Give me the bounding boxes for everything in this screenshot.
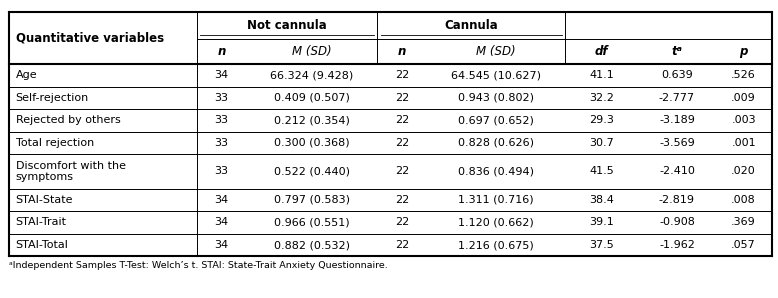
Text: 0.697 (0.652): 0.697 (0.652) [457,115,534,125]
Text: 0.943 (0.802): 0.943 (0.802) [457,93,534,103]
Text: -2.410: -2.410 [659,167,695,176]
Text: 0.409 (0.507): 0.409 (0.507) [274,93,349,103]
Text: 39.1: 39.1 [590,218,614,227]
Text: 29.3: 29.3 [590,115,615,125]
Text: 0.522 (0.440): 0.522 (0.440) [274,167,349,176]
Text: 0.828 (0.626): 0.828 (0.626) [457,138,534,148]
Text: -0.908: -0.908 [659,218,695,227]
Text: 22: 22 [394,115,409,125]
Text: 41.1: 41.1 [590,70,614,80]
Text: 34: 34 [215,195,229,205]
Text: 22: 22 [394,167,409,176]
Text: -3.189: -3.189 [659,115,695,125]
Text: p: p [739,45,748,58]
Text: .001: .001 [731,138,756,148]
Text: .526: .526 [731,70,756,80]
Text: Not cannula: Not cannula [247,19,327,32]
Text: 0.882 (0.532): 0.882 (0.532) [274,240,349,250]
Text: 38.4: 38.4 [590,195,615,205]
Text: 34: 34 [215,240,229,250]
Text: .003: .003 [731,115,756,125]
Text: Rejected by others: Rejected by others [16,115,121,125]
Text: 22: 22 [394,93,409,103]
Text: Self-rejection: Self-rejection [16,93,89,103]
Text: 22: 22 [394,138,409,148]
Text: M (SD): M (SD) [292,45,331,58]
Text: Quantitative variables: Quantitative variables [16,32,163,44]
Text: df: df [595,45,608,58]
Text: 33: 33 [215,138,229,148]
Text: STAI-Total: STAI-Total [16,240,68,250]
Text: 33: 33 [215,115,229,125]
Text: STAI-State: STAI-State [16,195,73,205]
Text: 64.545 (10.627): 64.545 (10.627) [450,70,541,80]
Text: 37.5: 37.5 [590,240,614,250]
Text: 0.639: 0.639 [661,70,693,80]
Text: 0.300 (0.368): 0.300 (0.368) [274,138,349,148]
Text: 41.5: 41.5 [590,167,614,176]
Text: 1.216 (0.675): 1.216 (0.675) [457,240,534,250]
Text: 22: 22 [394,195,409,205]
Text: 0.797 (0.583): 0.797 (0.583) [274,195,349,205]
Text: 1.311 (0.716): 1.311 (0.716) [458,195,534,205]
Text: Discomfort with the
symptoms: Discomfort with the symptoms [16,161,125,182]
Text: .008: .008 [731,195,756,205]
Text: Cannula: Cannula [444,19,498,32]
Text: STAI-Trait: STAI-Trait [16,218,67,227]
Text: 34: 34 [215,218,229,227]
Text: 33: 33 [215,167,229,176]
Text: 34: 34 [215,70,229,80]
Text: tᵃ: tᵃ [671,45,682,58]
Text: 22: 22 [394,218,409,227]
Text: 0.966 (0.551): 0.966 (0.551) [274,218,349,227]
Text: n: n [217,45,226,58]
Text: 1.120 (0.662): 1.120 (0.662) [457,218,534,227]
Text: .369: .369 [731,218,756,227]
Text: Age: Age [16,70,37,80]
Text: 33: 33 [215,93,229,103]
Text: 22: 22 [394,240,409,250]
Text: -3.569: -3.569 [659,138,695,148]
Text: 0.836 (0.494): 0.836 (0.494) [457,167,534,176]
Text: 30.7: 30.7 [590,138,614,148]
Text: .009: .009 [731,93,756,103]
Text: n: n [398,45,406,58]
Text: ᵃIndependent Samples T-Test: Welch’s t. STAI: State-Trait Anxiety Questionnaire.: ᵃIndependent Samples T-Test: Welch’s t. … [9,261,388,270]
Text: 32.2: 32.2 [590,93,615,103]
Text: 66.324 (9.428): 66.324 (9.428) [270,70,353,80]
Text: -2.819: -2.819 [659,195,695,205]
Text: .057: .057 [731,240,756,250]
Text: 0.212 (0.354): 0.212 (0.354) [274,115,349,125]
Text: 22: 22 [394,70,409,80]
Text: .020: .020 [731,167,756,176]
Text: -2.777: -2.777 [659,93,695,103]
Text: Total rejection: Total rejection [16,138,94,148]
Text: M (SD): M (SD) [476,45,516,58]
Text: -1.962: -1.962 [659,240,695,250]
